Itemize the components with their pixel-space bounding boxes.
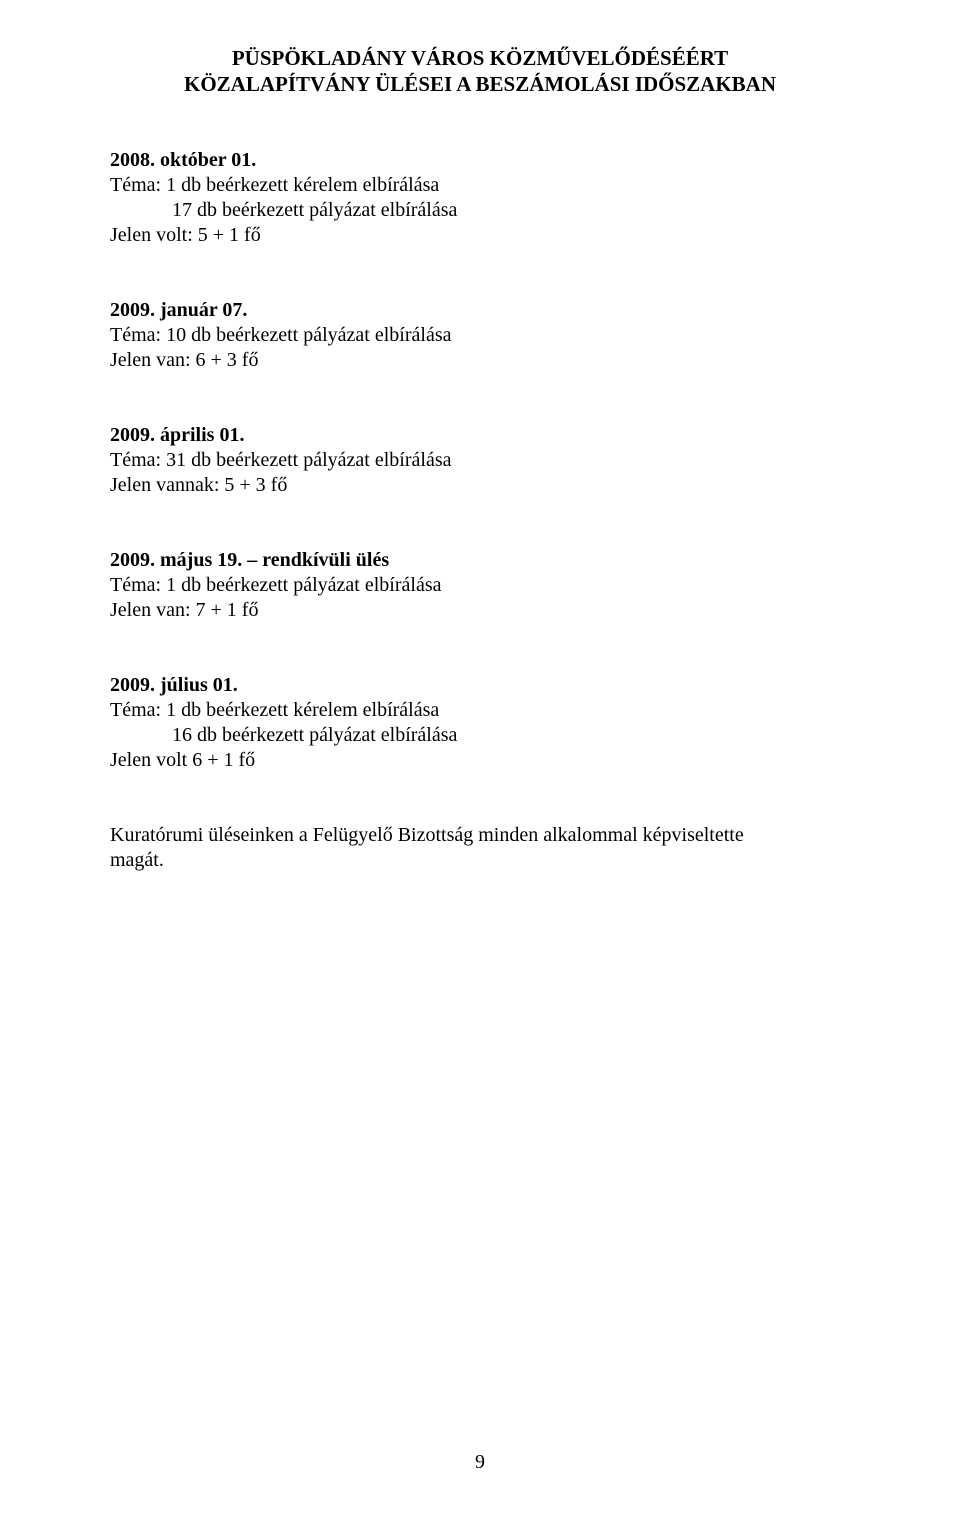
meeting-line: 16 db beérkezett pályázat elbírálása [110,723,850,748]
title-line-2: KÖZALAPÍTVÁNY ÜLÉSEI A BESZÁMOLÁSI IDŐSZ… [110,71,850,97]
meeting-date: 2008. október 01. [110,148,850,173]
title-line-1: PÜSPÖKLADÁNY VÁROS KÖZMŰVELŐDÉSÉÉRT [110,45,850,71]
meeting-line: Jelen volt 6 + 1 fő [110,748,850,773]
footer-line-2: magát. [110,848,850,873]
footer-line-1: Kuratórumi üléseinken a Felügyelő Bizott… [110,823,850,848]
meeting-date: 2009. május 19. – rendkívüli ülés [110,548,850,573]
meeting-date: 2009. július 01. [110,673,850,698]
meeting-section: 2008. október 01. Téma: 1 db beérkezett … [110,148,850,248]
footer-text: Kuratórumi üléseinken a Felügyelő Bizott… [110,823,850,873]
meeting-line: Jelen volt: 5 + 1 fő [110,223,850,248]
meeting-date: 2009. január 07. [110,298,850,323]
meeting-date: 2009. április 01. [110,423,850,448]
meeting-section: 2009. május 19. – rendkívüli ülés Téma: … [110,548,850,623]
meeting-section: 2009. január 07. Téma: 10 db beérkezett … [110,298,850,373]
meeting-line: Téma: 1 db beérkezett kérelem elbírálása [110,173,850,198]
page-title: PÜSPÖKLADÁNY VÁROS KÖZMŰVELŐDÉSÉÉRT KÖZA… [110,45,850,98]
meeting-line: 17 db beérkezett pályázat elbírálása [110,198,850,223]
meeting-line: Téma: 1 db beérkezett kérelem elbírálása [110,698,850,723]
meeting-line: Téma: 10 db beérkezett pályázat elbírálá… [110,323,850,348]
meeting-line: Téma: 1 db beérkezett pályázat elbírálás… [110,573,850,598]
page-number: 9 [0,1451,960,1474]
meeting-section: 2009. április 01. Téma: 31 db beérkezett… [110,423,850,498]
page: PÜSPÖKLADÁNY VÁROS KÖZMŰVELŐDÉSÉÉRT KÖZA… [0,0,960,1514]
meeting-line: Jelen van: 6 + 3 fő [110,348,850,373]
meeting-section: 2009. július 01. Téma: 1 db beérkezett k… [110,673,850,773]
meeting-line: Jelen vannak: 5 + 3 fő [110,473,850,498]
meeting-line: Téma: 31 db beérkezett pályázat elbírálá… [110,448,850,473]
meeting-line: Jelen van: 7 + 1 fő [110,598,850,623]
